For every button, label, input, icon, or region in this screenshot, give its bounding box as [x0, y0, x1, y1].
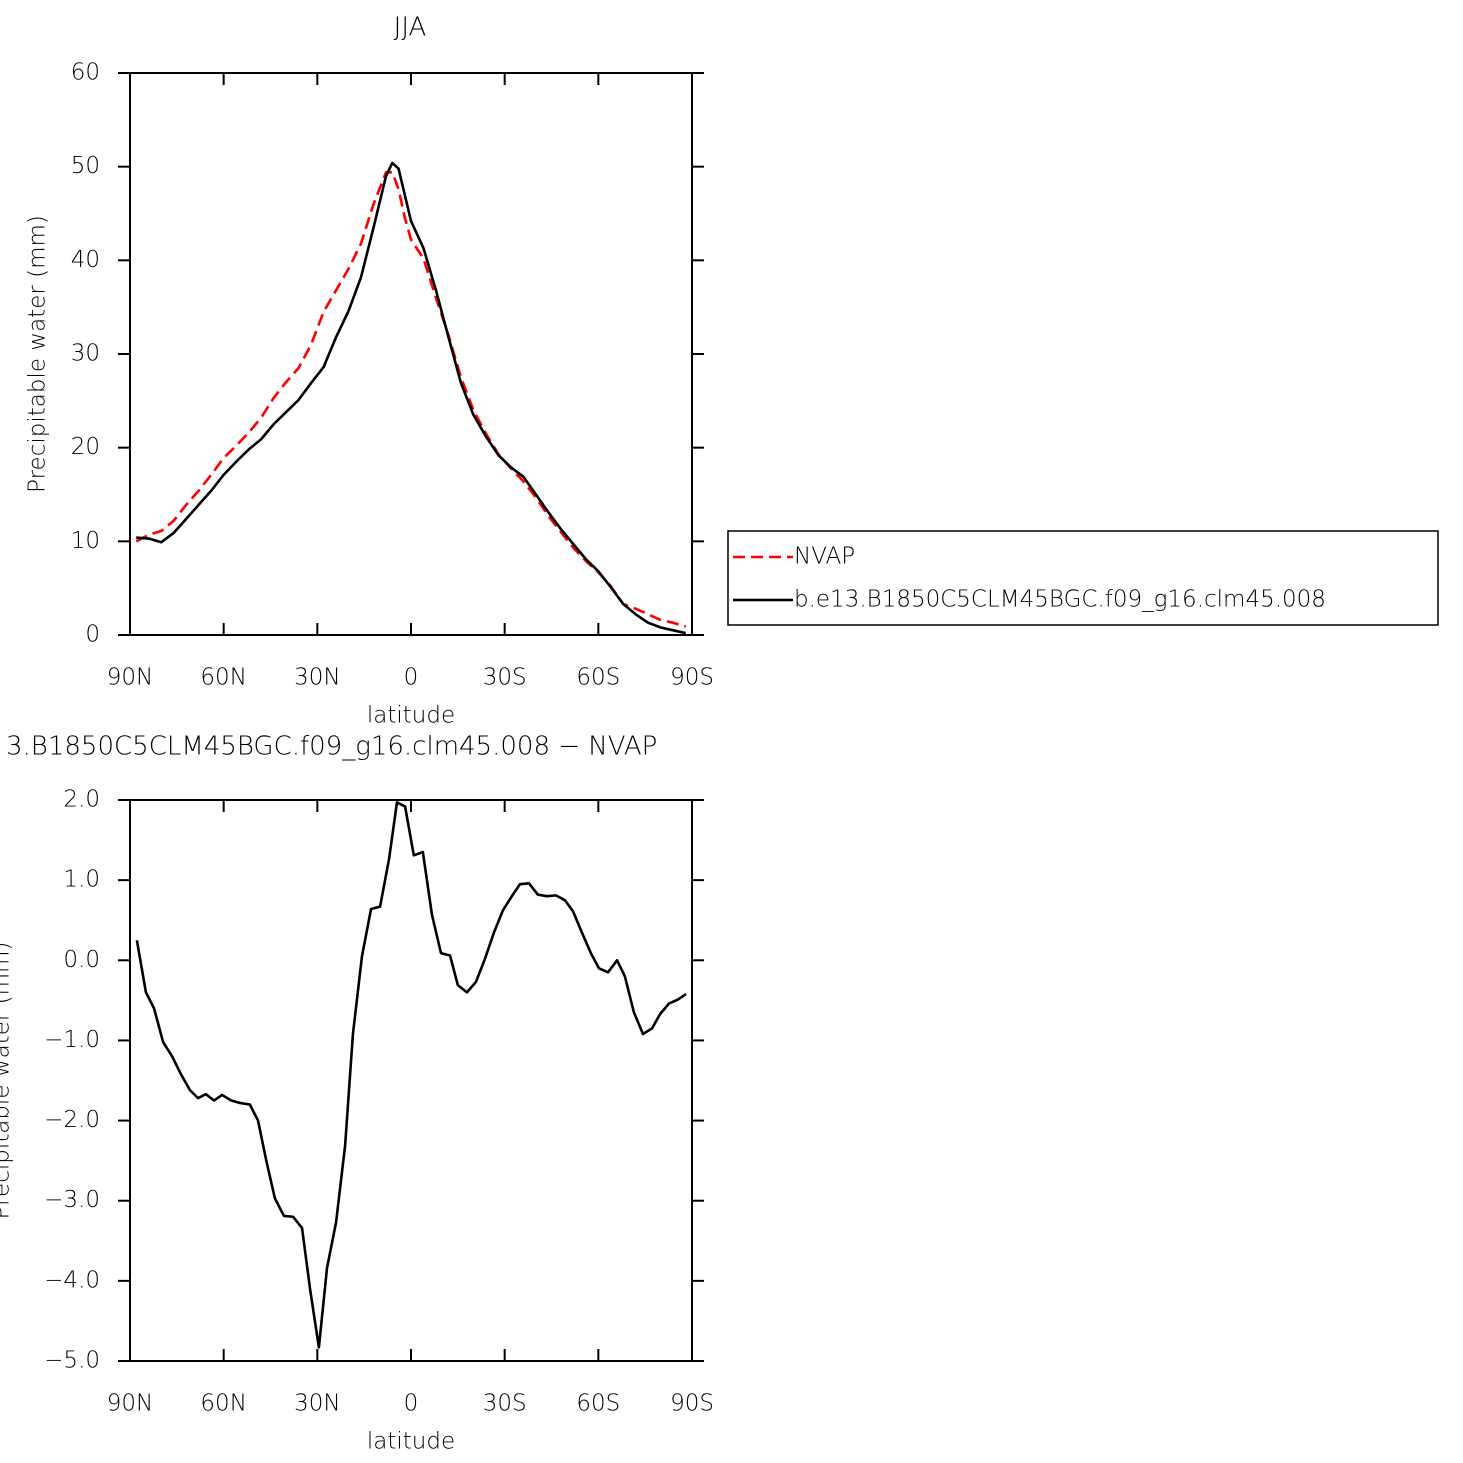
x-tick-label: 0 — [404, 665, 419, 691]
x-tick-label: 30S — [483, 1391, 527, 1417]
y-tick-label: 30 — [71, 341, 100, 367]
data-line — [136, 161, 687, 635]
y-tick-label: 0 — [85, 622, 100, 648]
plot-frame — [129, 72, 693, 636]
x-tick-label: 60N — [200, 665, 246, 691]
y-tick-label: 60 — [71, 60, 100, 86]
y-axis-label: Precipitable water (mm) — [25, 215, 51, 493]
y-tick-label: −3.0 — [44, 1187, 100, 1213]
y-tick-label: 1.0 — [63, 867, 100, 893]
y-tick-label: −5.0 — [44, 1348, 100, 1374]
x-tick-label: 90S — [670, 1391, 714, 1417]
y-tick-label: 0.0 — [63, 947, 100, 973]
y-tick-label: 40 — [71, 247, 100, 273]
y-tick-label: 10 — [71, 528, 100, 554]
x-tick-label: 90S — [670, 665, 714, 691]
x-tick-label: 90N — [107, 1391, 153, 1417]
x-tick-label: 60S — [576, 1391, 620, 1417]
data-line — [135, 170, 687, 628]
x-tick-label: 0 — [404, 1391, 419, 1417]
plot-frame — [129, 799, 693, 1362]
x-tick-label: 60N — [200, 1391, 246, 1417]
legend-label: b.e13.B1850C5CLM45BGC.f09_g16.clm45.008 — [794, 587, 1326, 613]
y-tick-label: −2.0 — [44, 1107, 100, 1133]
y-tick-label: 20 — [71, 434, 100, 460]
x-axis-label: latitude — [367, 703, 455, 729]
y-tick-label: −4.0 — [44, 1267, 100, 1293]
legend-box — [727, 530, 1439, 626]
x-axis-label: latitude — [367, 1429, 455, 1455]
legend-label: NVAP — [794, 544, 855, 570]
chart-title: 3.B1850C5CLM45BGC.f09_g16.clm45.008 − NV… — [6, 732, 657, 762]
y-tick-label: 2.0 — [63, 787, 100, 813]
x-tick-label: 60S — [576, 665, 620, 691]
x-tick-label: 30N — [294, 665, 340, 691]
x-tick-label: 90N — [107, 665, 153, 691]
chart-title: JJA — [394, 13, 427, 43]
data-line — [135, 801, 687, 1349]
x-tick-label: 30N — [294, 1391, 340, 1417]
y-tick-label: −1.0 — [44, 1027, 100, 1053]
x-tick-label: 30S — [483, 665, 527, 691]
y-axis-label: Precipitable water (mm) — [0, 942, 15, 1220]
y-tick-label: 50 — [71, 153, 100, 179]
